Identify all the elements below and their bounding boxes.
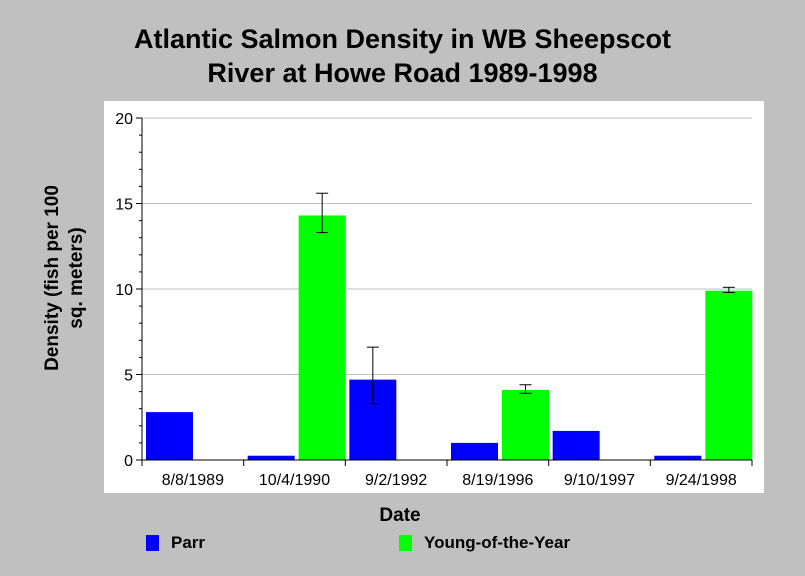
x-tick-label: 10/4/1990 <box>259 472 330 489</box>
y-tick-label: 20 <box>115 111 133 128</box>
bar <box>654 455 702 460</box>
bar <box>705 290 753 460</box>
y-axis-label-line-1: Density (fish per 100 <box>42 185 63 371</box>
y-tick-label: 10 <box>115 282 133 299</box>
x-tick-label: 9/10/1997 <box>564 472 635 489</box>
y-axis-label-line-2: sq. meters) <box>66 227 87 329</box>
x-tick-label: 8/8/1989 <box>162 472 224 489</box>
legend-item-parr: Parr <box>146 533 205 553</box>
y-tick-label: 0 <box>124 453 133 470</box>
legend-swatch-parr <box>146 535 159 551</box>
x-tick-label: 8/19/1996 <box>462 472 533 489</box>
chart-title-line-1: Atlantic Salmon Density in WB Sheepscot <box>133 24 672 54</box>
legend-label-parr: Parr <box>171 533 206 552</box>
y-tick-label: 5 <box>124 368 133 385</box>
bar <box>502 389 549 460</box>
x-tick-label: 9/2/1992 <box>365 472 427 489</box>
bar <box>552 430 600 460</box>
bar <box>298 215 346 460</box>
x-axis-label: Date <box>379 505 421 526</box>
legend-label-young-of-the-year: Young-of-the-Year <box>424 533 571 552</box>
legend-swatch-young-of-the-year <box>399 535 412 551</box>
chart-title-line-2: River at Howe Road 1989-1998 <box>207 58 598 88</box>
bar <box>451 442 498 460</box>
bar <box>247 455 295 460</box>
bar <box>146 412 193 460</box>
x-tick-label: 9/24/1998 <box>666 472 737 489</box>
legend: Parr Young-of-the-Year <box>0 533 805 557</box>
legend-item-young-of-the-year: Young-of-the-Year <box>399 533 570 553</box>
plot-panel <box>104 101 764 493</box>
chart-title: Atlantic Salmon Density in WB Sheepscot … <box>0 22 805 90</box>
y-tick-label: 15 <box>115 197 133 214</box>
